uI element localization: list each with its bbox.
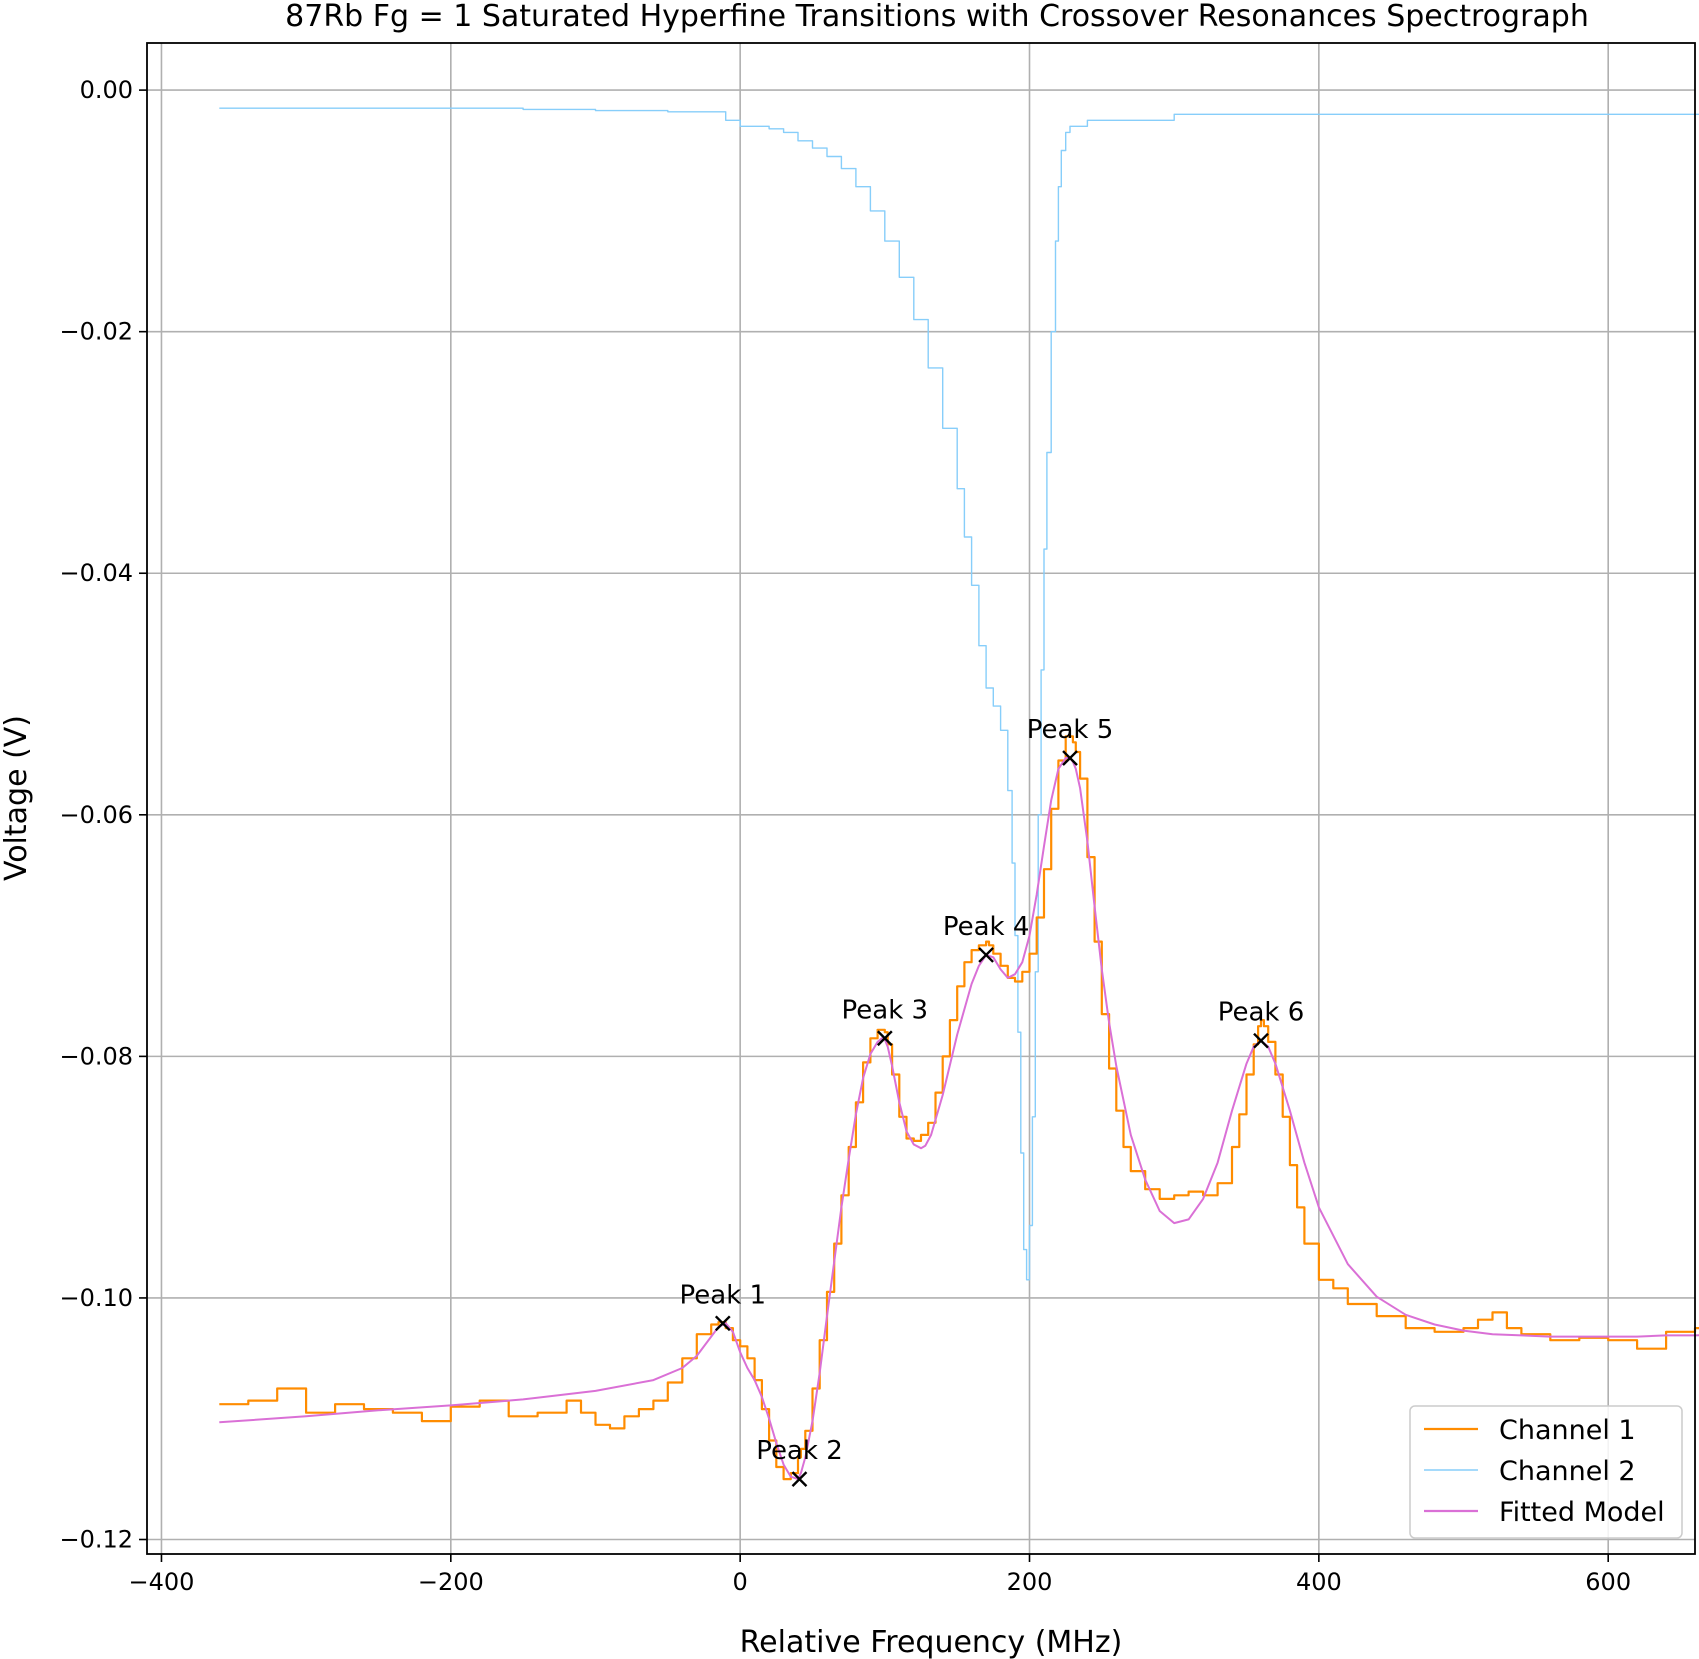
peak-label: Peak 3 xyxy=(842,995,929,1025)
peak-label: Peak 6 xyxy=(1218,998,1305,1028)
peak-markers: Peak 1 Peak 2 Peak 3 Peak 4 Peak 5 Peak 6 xyxy=(680,715,1305,1487)
peak-label: Peak 2 xyxy=(756,1436,843,1466)
peak-label: Peak 1 xyxy=(680,1280,767,1310)
peak-marker xyxy=(1253,1032,1269,1049)
legend-entry: Channel 2 xyxy=(1499,1456,1636,1487)
peak-marker xyxy=(978,947,994,963)
x-axis-ticks: −400 −200 0 200 400 600 xyxy=(129,1554,1631,1596)
peak-marker xyxy=(1062,750,1078,766)
legend-box xyxy=(1409,1405,1683,1539)
peak-marker-stroke xyxy=(876,1030,893,1047)
peak-marker-stroke xyxy=(791,1471,808,1487)
x-tick-label: −400 xyxy=(129,1568,195,1596)
y-tick-label: −0.04 xyxy=(59,559,133,587)
grid xyxy=(147,43,1695,1554)
legend: Channel 1 Channel 2 Fitted Model xyxy=(1409,1405,1683,1539)
y-tick-label: −0.12 xyxy=(59,1526,133,1554)
peak-marker-stroke xyxy=(1253,1032,1269,1049)
y-tick-label: −0.08 xyxy=(59,1042,133,1070)
legend-entry: Channel 1 xyxy=(1499,1415,1636,1446)
y-tick-label: −0.06 xyxy=(59,801,133,829)
peak-marker xyxy=(876,1030,893,1047)
x-tick-label: 400 xyxy=(1296,1568,1342,1596)
y-axis-label: Voltage (V) xyxy=(0,715,34,881)
x-tick-label: −200 xyxy=(418,1568,484,1596)
peak-marker xyxy=(791,1471,808,1487)
x-tick-label: 600 xyxy=(1585,1568,1631,1596)
peak-marker xyxy=(714,1315,731,1332)
y-tick-label: −0.10 xyxy=(59,1284,133,1312)
chart-title: 87Rb Fg = 1 Saturated Hyperfine Transiti… xyxy=(285,0,1589,34)
x-tick-label: 200 xyxy=(1007,1568,1053,1596)
peak-marker-stroke xyxy=(1062,750,1078,766)
series-channel-1 xyxy=(219,735,1699,1481)
x-tick-label: 0 xyxy=(733,1568,748,1596)
y-tick-label: 0.00 xyxy=(80,76,133,104)
series-fitted-model xyxy=(219,757,1699,1481)
peak-label: Peak 5 xyxy=(1027,715,1114,745)
peak-marker-stroke xyxy=(978,947,994,963)
y-axis-ticks: 0.00 −0.02 −0.04 −0.06 −0.08 −0.10 −0.12 xyxy=(59,76,147,1554)
peak-marker-stroke xyxy=(714,1315,731,1332)
legend-entry: Fitted Model xyxy=(1499,1497,1665,1528)
plot-frame xyxy=(146,42,1696,1555)
series-channel-2 xyxy=(219,107,1699,1281)
peak-label: Peak 4 xyxy=(943,912,1030,942)
y-tick-label: −0.02 xyxy=(59,318,133,346)
x-axis-label: Relative Frequency (MHz) xyxy=(740,1625,1123,1659)
series-layer xyxy=(219,107,1699,1481)
